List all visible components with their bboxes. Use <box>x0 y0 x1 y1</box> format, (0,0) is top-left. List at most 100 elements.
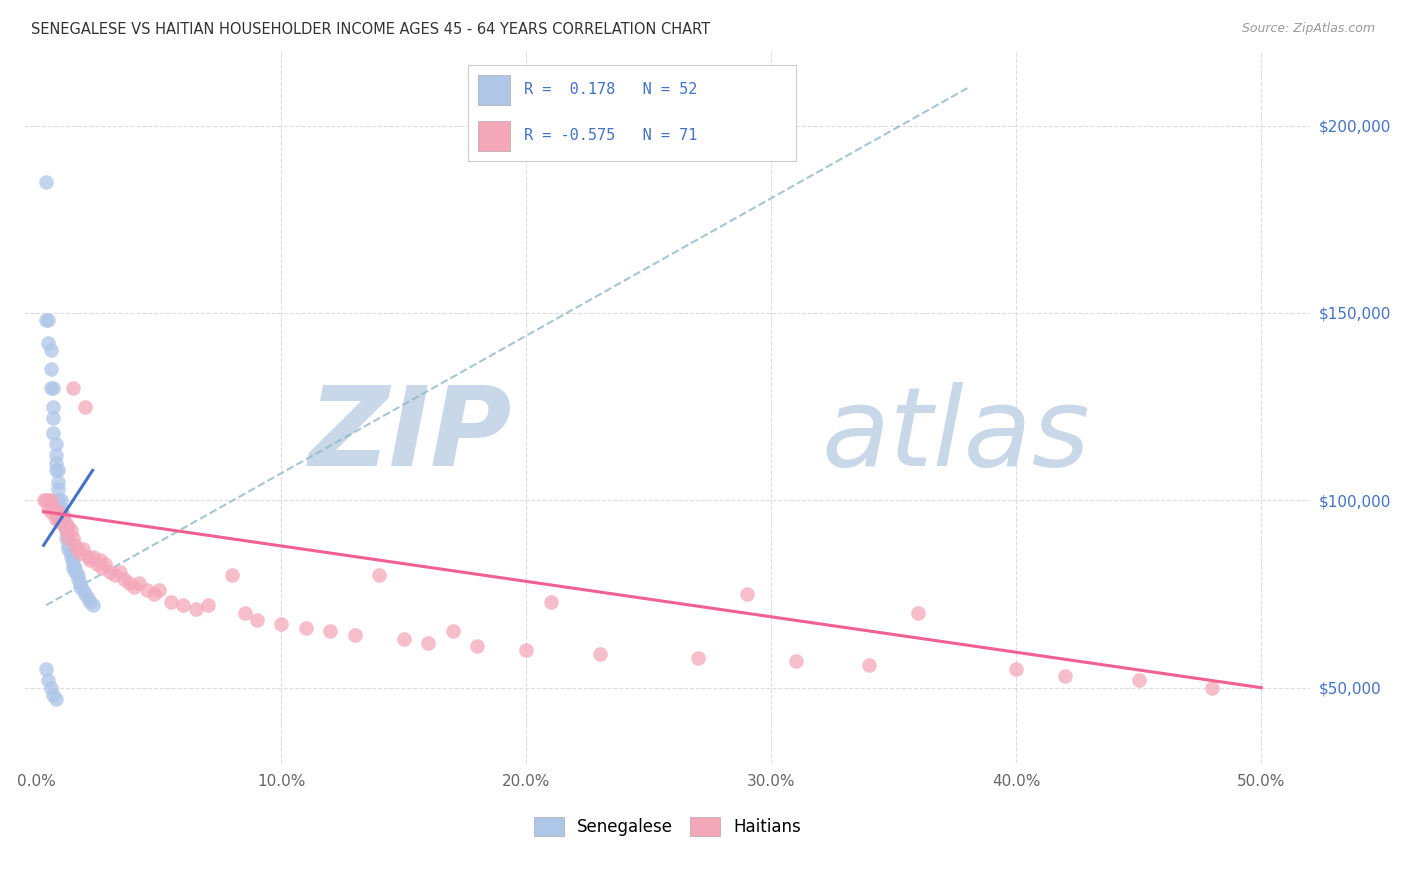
Point <box>858 658 880 673</box>
Point <box>135 583 157 598</box>
Point <box>49 493 72 508</box>
Point <box>686 650 709 665</box>
Point <box>98 565 121 579</box>
Point <box>221 568 243 582</box>
Point <box>49 500 72 515</box>
Point <box>62 553 84 567</box>
Point <box>294 621 316 635</box>
Point <box>55 531 77 545</box>
Point <box>142 587 165 601</box>
Point <box>62 381 84 395</box>
Point <box>45 505 67 519</box>
Point <box>35 175 58 189</box>
Point <box>42 500 65 515</box>
Point <box>52 516 75 530</box>
Point <box>69 575 91 590</box>
Point <box>55 524 77 538</box>
Point <box>122 580 145 594</box>
Point <box>35 662 58 676</box>
Text: Source: ZipAtlas.com: Source: ZipAtlas.com <box>1241 22 1375 36</box>
Point <box>128 575 150 590</box>
Point <box>37 335 59 350</box>
Point <box>1128 673 1150 688</box>
Point <box>56 531 79 545</box>
Point <box>62 561 84 575</box>
Point <box>368 568 391 582</box>
Point <box>441 624 464 639</box>
Point <box>89 553 111 567</box>
Point <box>49 516 72 530</box>
Point <box>65 538 87 552</box>
Point <box>39 343 62 358</box>
Point <box>62 531 84 545</box>
Point <box>46 482 69 496</box>
Point <box>233 606 256 620</box>
Point <box>75 400 97 414</box>
Text: ZIP: ZIP <box>309 382 513 489</box>
Point <box>160 594 183 608</box>
Point <box>46 475 69 489</box>
Point <box>37 500 59 515</box>
Point <box>42 425 65 440</box>
Point <box>46 505 69 519</box>
Point <box>55 519 77 533</box>
Point <box>46 463 69 477</box>
Point <box>39 505 62 519</box>
Text: atlas: atlas <box>821 382 1090 489</box>
Point <box>172 599 194 613</box>
Point <box>148 583 170 598</box>
Point <box>42 381 65 395</box>
Point <box>55 516 77 530</box>
Point <box>52 512 75 526</box>
Point <box>907 606 929 620</box>
Point <box>465 640 488 654</box>
Point <box>91 561 114 575</box>
Point <box>37 493 59 508</box>
Point <box>197 599 219 613</box>
Point <box>75 587 97 601</box>
Point <box>392 632 415 646</box>
Point <box>52 508 75 523</box>
Point <box>114 572 136 586</box>
Point <box>82 599 104 613</box>
Point <box>56 542 79 557</box>
Point <box>46 512 69 526</box>
Point <box>184 602 207 616</box>
Point <box>66 568 89 582</box>
Point <box>735 587 758 601</box>
Point <box>56 531 79 545</box>
Point <box>66 542 89 557</box>
Point <box>79 553 101 567</box>
Text: SENEGALESE VS HAITIAN HOUSEHOLDER INCOME AGES 45 - 64 YEARS CORRELATION CHART: SENEGALESE VS HAITIAN HOUSEHOLDER INCOME… <box>31 22 710 37</box>
Point <box>1005 662 1028 676</box>
Point <box>39 362 62 376</box>
Point <box>32 493 55 508</box>
Point <box>118 575 141 590</box>
Point <box>66 572 89 586</box>
Legend: Senegalese, Haitians: Senegalese, Haitians <box>527 810 807 843</box>
Point <box>86 557 108 571</box>
Point <box>65 561 87 575</box>
Point <box>82 549 104 564</box>
Point <box>94 557 117 571</box>
Point <box>56 538 79 552</box>
Point <box>69 580 91 594</box>
Point <box>1054 669 1077 683</box>
Point <box>59 524 82 538</box>
Point <box>540 594 562 608</box>
Point <box>108 565 131 579</box>
Point <box>52 512 75 526</box>
Point <box>45 463 67 477</box>
Point <box>79 594 101 608</box>
Point <box>49 508 72 523</box>
Point <box>39 681 62 695</box>
Point <box>785 655 807 669</box>
Point <box>246 613 269 627</box>
Point <box>1201 681 1223 695</box>
Point <box>59 549 82 564</box>
Point <box>55 524 77 538</box>
Point <box>39 381 62 395</box>
Point <box>45 437 67 451</box>
Point <box>104 568 127 582</box>
Point <box>39 493 62 508</box>
